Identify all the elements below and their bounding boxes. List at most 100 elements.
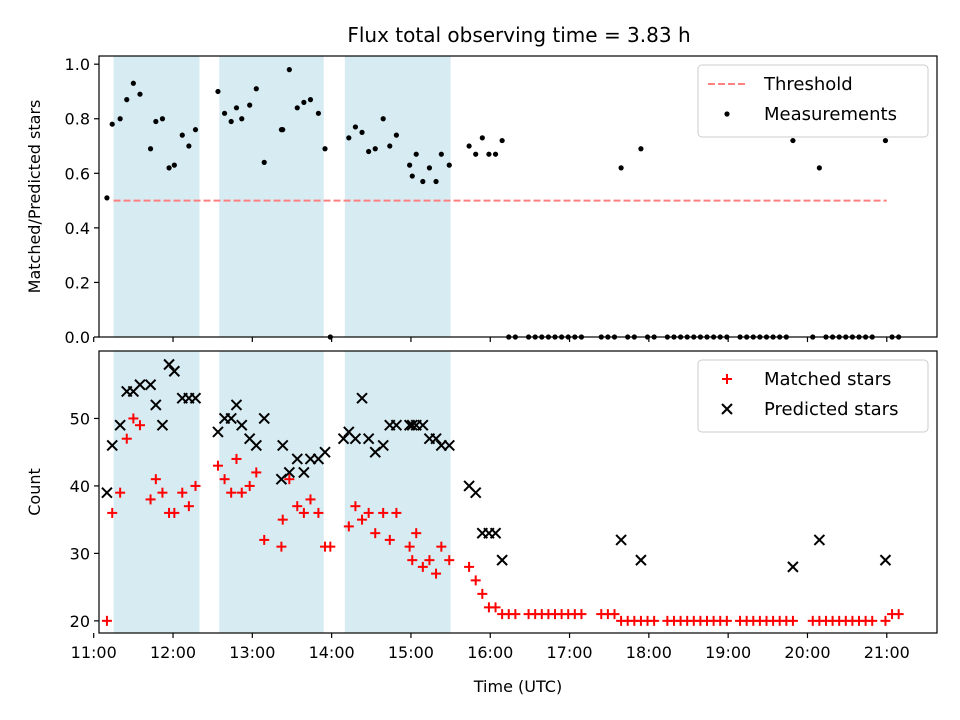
matched-stars-point	[880, 615, 891, 626]
measurement-point	[724, 111, 730, 117]
measurement-point	[253, 86, 259, 92]
matched-stars-point	[477, 588, 488, 599]
matched-stars-point	[219, 474, 230, 485]
x-b	[168, 365, 181, 377]
matched-stars-point	[276, 541, 287, 552]
x-b	[156, 419, 169, 431]
matched-stars-point	[226, 487, 237, 498]
y-tick-label: 1.0	[65, 55, 90, 74]
predicted-stars-point	[283, 466, 296, 479]
x-b	[443, 439, 455, 452]
matched-stars-point	[357, 514, 368, 525]
predicted-stars-point	[134, 379, 146, 391]
x-b	[813, 534, 826, 546]
x-b	[298, 466, 310, 479]
matched-stars-point	[183, 501, 194, 512]
matched-stars-point	[490, 602, 501, 613]
matched-stars-point	[313, 507, 324, 518]
matched-stars-point	[169, 507, 180, 518]
y-tick-label: 40	[70, 477, 90, 496]
x-b	[163, 358, 175, 371]
matched-stars-point	[411, 528, 422, 539]
x-axis-label: Time (UTC)	[473, 677, 562, 696]
y-tick-label: 0.4	[65, 219, 90, 238]
matched-stars-point	[576, 609, 587, 620]
matched-stars-point	[404, 541, 415, 552]
predicted-stars-point	[277, 439, 289, 452]
predicted-stars-point	[813, 534, 826, 546]
predicted-stars-point	[721, 403, 733, 415]
measurement-point	[409, 173, 415, 179]
predicted-stars-point	[377, 439, 389, 452]
x-b	[291, 453, 303, 465]
matched-stars-point	[510, 609, 521, 620]
measurement-point	[147, 146, 154, 152]
x-b	[144, 379, 157, 391]
measurement-point	[104, 195, 110, 201]
predicted-stars-point	[298, 466, 310, 479]
x-tick-label: 17:00	[546, 643, 592, 662]
matched-stars-point	[128, 413, 139, 424]
predicted-stars-point	[406, 419, 418, 431]
predicted-stars-point	[356, 392, 368, 404]
x-b	[721, 403, 733, 415]
observing-interval-shade	[219, 351, 324, 633]
measurement-point	[352, 124, 359, 130]
measurement-point	[301, 99, 307, 105]
matched-stars-point	[305, 494, 316, 505]
predicted-stars-point	[337, 432, 350, 445]
predicted-stars-point	[443, 439, 455, 452]
matched-stars-point	[436, 541, 447, 552]
predicted-stars-point	[489, 527, 502, 539]
predicted-stars-point	[496, 554, 508, 566]
predicted-stars-point	[189, 392, 202, 404]
x-b	[243, 432, 256, 445]
y-tick-label: 30	[70, 544, 90, 563]
measurement-point	[137, 91, 143, 97]
measurement-point	[159, 116, 166, 122]
predicted-stars-point	[156, 419, 169, 431]
predicted-stars-point	[615, 534, 627, 546]
legend-label: Predicted stars	[764, 399, 898, 420]
measurement-point	[179, 132, 185, 138]
predicted-stars-point	[225, 412, 237, 425]
matched-stars-point	[424, 555, 435, 566]
x-tick-label: 18:00	[626, 643, 672, 662]
measurement-point	[221, 110, 228, 116]
measurement-point	[294, 105, 300, 111]
axes-frame	[98, 55, 938, 338]
y-tick-label: 0.2	[65, 273, 90, 292]
predicted-stars-point	[635, 554, 647, 566]
y-axis-label: Matched/Predicted stars	[25, 100, 44, 294]
matched-stars-point	[101, 615, 112, 626]
matched-stars-point	[343, 521, 354, 532]
x-b	[390, 419, 403, 431]
predicted-stars-point	[349, 432, 362, 445]
matched-stars-point	[609, 609, 620, 620]
measurement-point	[346, 135, 352, 141]
matched-stars-point	[787, 615, 798, 626]
matched-stars-point	[145, 494, 156, 505]
x-b	[337, 432, 350, 445]
predicted-stars-point	[430, 432, 442, 445]
y-tick-label: 20	[70, 612, 90, 631]
observing-interval-shade	[344, 56, 451, 337]
measurement-point	[286, 67, 292, 73]
matched-stars-point	[417, 561, 428, 572]
x-b	[489, 527, 502, 539]
predicted-stars-point	[230, 399, 243, 411]
predicted-stars-point	[250, 439, 262, 452]
x-b	[469, 486, 482, 499]
predicted-stars-point	[362, 432, 375, 445]
legend-label: Matched stars	[764, 369, 891, 390]
x-b	[349, 432, 362, 445]
matched-stars-point	[134, 420, 145, 431]
x-tick-label: 15:00	[388, 643, 434, 662]
predicted-stars-point	[390, 419, 403, 431]
measurement-point	[387, 143, 393, 149]
matched-stars-point	[277, 514, 288, 525]
matched-stars-point	[444, 555, 455, 566]
matched-stars-point	[407, 555, 418, 566]
matched-stars-point	[722, 374, 732, 384]
measurement-point	[359, 129, 365, 135]
